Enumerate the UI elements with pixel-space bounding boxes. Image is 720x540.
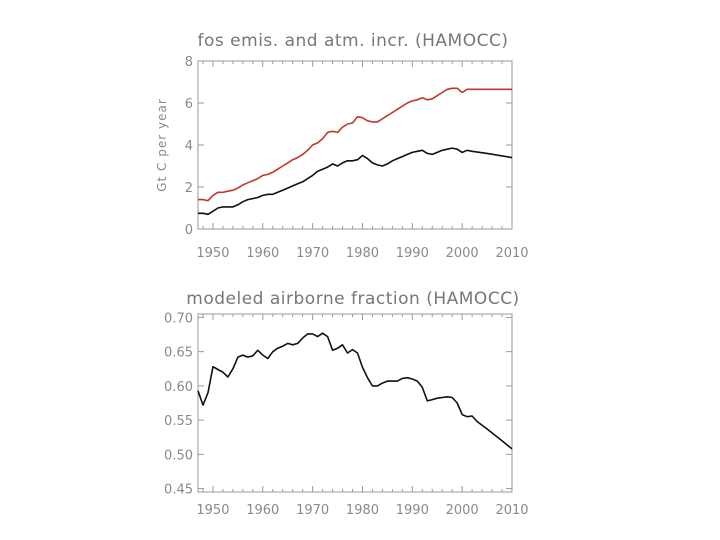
emissions-chart: fos emis. and atm. incr. (HAMOCC) Gt C p… — [155, 31, 529, 261]
y-tick-label: 0.65 — [164, 346, 193, 361]
y-axis-label: Gt C per year — [155, 98, 169, 192]
y-tick-label: 0.60 — [164, 380, 193, 395]
y-tick-label: 6 — [185, 97, 193, 112]
x-tick-label: 1950 — [196, 503, 229, 518]
y-tick-label: 2 — [185, 181, 193, 196]
x-tick-label: 2010 — [495, 503, 528, 518]
chart-title: fos emis. and atm. incr. (HAMOCC) — [198, 31, 509, 51]
axes: 1950 1960 1970 1980 1990 2000 2010 0.70 0.65 0.60… — [164, 311, 529, 518]
x-tick-label: 2010 — [495, 246, 528, 261]
x-tick-label: 1980 — [346, 503, 379, 518]
series-line-1 — [198, 147, 513, 216]
x-tick-label: 1960 — [246, 246, 279, 261]
x-tick-label: 1970 — [296, 246, 329, 261]
airborne-fraction-chart: modeled airborne fraction (HAMOCC) 1950 1… — [164, 289, 529, 518]
series-line-0 — [197, 332, 513, 450]
x-tick-label: 1980 — [346, 246, 379, 261]
y-tick-label: 0.70 — [164, 311, 193, 326]
series-line-0 — [198, 87, 512, 202]
series-group — [197, 332, 513, 450]
plot-frame — [197, 313, 513, 493]
x-tick-label: 1990 — [396, 503, 429, 518]
plot-frame — [197, 60, 513, 230]
y-tick-label: 0.50 — [164, 448, 193, 463]
x-tick-label: 1950 — [196, 246, 229, 261]
x-tick-label: 1960 — [246, 503, 279, 518]
y-tick-label: 0.45 — [164, 483, 193, 498]
series-group — [198, 87, 513, 216]
x-tick-label: 2000 — [446, 246, 479, 261]
y-tick-label: 0 — [185, 223, 193, 238]
y-tick-label: 8 — [185, 55, 193, 70]
x-tick-label: 1990 — [396, 246, 429, 261]
x-tick-label: 1970 — [296, 503, 329, 518]
chart-title: modeled airborne fraction (HAMOCC) — [186, 289, 519, 309]
y-tick-label: 0.55 — [164, 414, 193, 429]
axes: 1950 1960 1970 1980 1990 2000 2010 0 2 4 6 8 — [185, 55, 529, 261]
x-tick-label: 2000 — [446, 503, 479, 518]
y-tick-label: 4 — [185, 139, 193, 154]
